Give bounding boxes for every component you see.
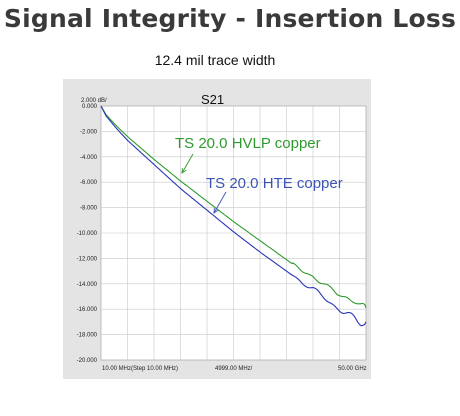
y-tick-label: -18.000	[77, 333, 98, 339]
annotation-arrowhead	[213, 207, 219, 214]
x-tick-stop: 50.00 GHz	[338, 366, 367, 372]
grid-lines	[101, 106, 366, 360]
y-tick-label: 0.000	[82, 104, 98, 110]
x-tick-start: 10.00 MHz(Step 10.00 MHz)	[102, 366, 178, 372]
chart-title: S21	[201, 92, 224, 107]
y-tick-label: -4.000	[80, 155, 98, 161]
y-tick-label: -8.000	[80, 206, 98, 212]
y-tick-label: -14.000	[77, 282, 98, 288]
y-tick-label: -20.000	[77, 358, 98, 364]
y-tick-labels: 0.000 -2.000 -4.000 -6.000 -8.000 -10.000 -12.…	[77, 104, 98, 364]
chart-panel: 0.000 -2.000 -4.000 -6.000 -8.000 -10.000 -12.…	[63, 79, 371, 379]
series-lines	[100, 105, 367, 327]
y-tick-label: -10.000	[77, 231, 98, 237]
annotation-arrowhead	[181, 167, 187, 174]
page-title: Signal Integrity - Insertion Loss	[3, 4, 457, 33]
annotation-arrow	[213, 191, 227, 214]
hte-annotation: TS 20.0 HTE copper	[206, 175, 343, 192]
y-tick-label: -12.000	[77, 256, 98, 262]
y-tick-label: -16.000	[77, 307, 98, 313]
annotation-arrow	[181, 153, 194, 174]
page-subtitle: 12.4 mil trace width	[154, 52, 276, 68]
s21-chart: 0.000 -2.000 -4.000 -6.000 -8.000 -10.000 -12.…	[77, 92, 367, 372]
annotation-arrows	[181, 153, 227, 214]
y-tick-label: -2.000	[80, 129, 98, 135]
hvlp-annotation: TS 20.0 HVLP copper	[175, 135, 321, 152]
series-line	[100, 105, 367, 309]
y-tick-label: -6.000	[80, 180, 98, 186]
series-line	[100, 105, 367, 327]
x-tick-center: 4999.00 MHz/	[215, 366, 253, 372]
scale-label: 2.000 dB/	[81, 98, 107, 104]
